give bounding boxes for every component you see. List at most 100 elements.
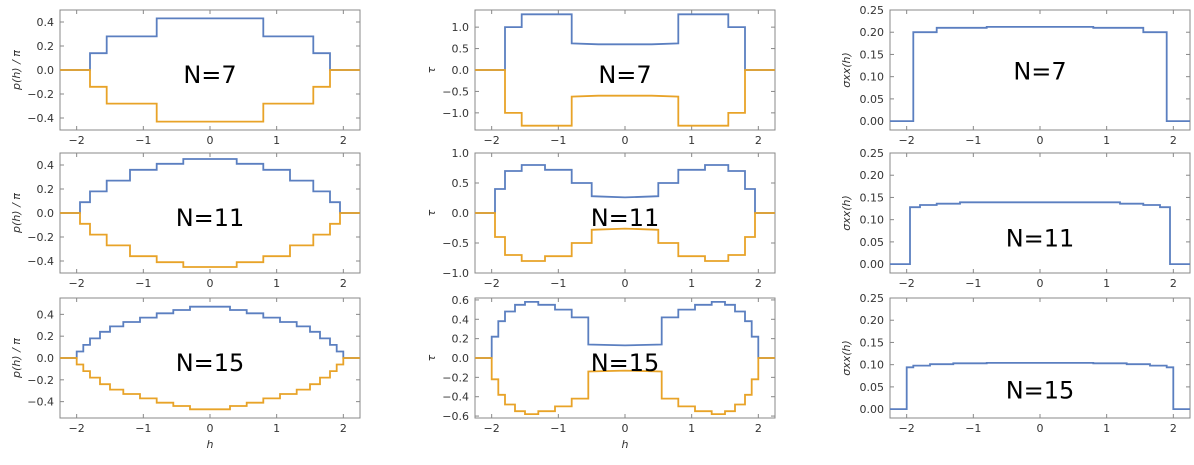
x-tick-label: −2 (484, 134, 500, 147)
series-line-1 (475, 13, 775, 71)
panel-label: N=15 (176, 349, 245, 377)
x-tick-label: −1 (550, 422, 566, 435)
x-tick-label: −1 (135, 277, 151, 290)
series-line-1 (60, 158, 360, 214)
y-tick-label: 0.10 (860, 214, 885, 227)
x-tick-label: 0 (207, 277, 214, 290)
y-tick-label: −0.2 (27, 88, 54, 101)
y-tick-label: 0.4 (37, 159, 55, 172)
panel-1-3: −2 −1 0 1 2 0.00 0.05 0.10 0.15 0.20 0.25 N=7 σxx(h) (840, 4, 1191, 147)
panel-label: N=15 (1006, 377, 1075, 405)
series-line-2 (475, 69, 775, 127)
y-axis-label: p(h) / π (10, 338, 23, 379)
y-tick-label: 0.20 (860, 26, 885, 39)
x-tick-label: −2 (899, 422, 915, 435)
x-tick-label: 1 (273, 422, 280, 435)
series-line-1 (890, 361, 1190, 411)
x-tick-label: −2 (69, 422, 85, 435)
x-tick-label: 2 (340, 277, 347, 290)
x-tick-label: 2 (755, 422, 762, 435)
y-axis-label: σxx(h) (840, 52, 853, 88)
x-tick-label: 2 (340, 134, 347, 147)
x-tick-label: 0 (1037, 277, 1044, 290)
x-tick-label: 1 (273, 277, 280, 290)
y-axis-label: p(h) / π (10, 193, 23, 234)
x-tick-label: 2 (340, 422, 347, 435)
series-line-1 (475, 300, 775, 359)
x-tick-label: −1 (965, 422, 981, 435)
y-tick-label: 0.0 (37, 207, 55, 220)
x-tick-label: 2 (1170, 422, 1177, 435)
x-tick-label: −1 (135, 422, 151, 435)
x-tick-label: 1 (1103, 134, 1110, 147)
series-line-1 (890, 25, 1190, 122)
y-tick-label: 0.20 (860, 314, 885, 327)
series-line-2 (475, 212, 775, 262)
series-line-2 (60, 357, 360, 411)
y-tick-label: −0.5 (442, 237, 469, 250)
x-tick-label: −2 (484, 422, 500, 435)
x-tick-label: 0 (622, 422, 629, 435)
series-line-1 (475, 164, 775, 214)
y-axis-label: τ (425, 209, 438, 216)
y-tick-label: −0.4 (27, 112, 54, 125)
series-line-1 (60, 17, 360, 71)
x-tick-label: 2 (755, 134, 762, 147)
x-tick-label: −2 (69, 134, 85, 147)
y-tick-label: 0.00 (860, 403, 885, 416)
panel-label: N=7 (183, 61, 236, 89)
y-tick-label: 0.0 (452, 352, 470, 365)
y-axis-label: σxx(h) (840, 340, 853, 376)
x-tick-label: 0 (1037, 422, 1044, 435)
y-axis-label: σxx(h) (840, 195, 853, 231)
x-tick-label: −1 (965, 134, 981, 147)
y-tick-label: 0.0 (37, 352, 55, 365)
x-tick-label: 0 (622, 277, 629, 290)
x-axis-label: h (207, 438, 214, 451)
y-tick-label: 0.6 (452, 294, 470, 307)
y-tick-label: −0.2 (27, 231, 54, 244)
y-tick-label: −0.5 (442, 85, 469, 98)
y-tick-label: −0.6 (442, 410, 469, 423)
y-tick-label: 0.00 (860, 258, 885, 271)
y-tick-label: 0.15 (860, 48, 885, 61)
y-tick-label: 0.5 (452, 43, 470, 56)
y-tick-label: −0.2 (442, 371, 469, 384)
panel-label: N=15 (591, 349, 660, 377)
y-tick-label: 0.00 (860, 115, 885, 128)
y-axis-label: τ (425, 66, 438, 73)
x-tick-label: 1 (688, 422, 695, 435)
y-tick-label: 0.05 (860, 236, 885, 249)
plot-frame (889, 152, 1191, 274)
y-tick-label: −0.2 (27, 374, 54, 387)
x-tick-label: −2 (899, 277, 915, 290)
panel-3-3: −2 −1 0 1 2 0.00 0.05 0.10 0.15 0.20 0.25 N=15 σxx(h… (840, 292, 1191, 435)
x-tick-label: −1 (550, 134, 566, 147)
y-tick-label: 0.20 (860, 169, 885, 182)
y-axis-label: τ (425, 354, 438, 361)
x-tick-label: 2 (755, 277, 762, 290)
series-line-2 (475, 357, 775, 416)
series-line-2 (60, 212, 360, 268)
y-tick-label: 0.5 (452, 177, 470, 190)
y-tick-label: 0.4 (37, 308, 55, 321)
y-tick-label: 0.2 (37, 330, 55, 343)
y-tick-label: 0.15 (860, 336, 885, 349)
y-tick-label: −1.0 (442, 267, 469, 280)
panel-2-3: −2 −1 0 1 2 0.00 0.05 0.10 0.15 0.20 0.25 N=11 σxx(h… (840, 147, 1191, 290)
x-tick-label: −1 (550, 277, 566, 290)
y-tick-label: 0.25 (860, 147, 885, 160)
x-tick-label: 2 (1170, 277, 1177, 290)
x-tick-label: 2 (1170, 134, 1177, 147)
y-tick-label: 0.10 (860, 71, 885, 84)
panel-2-1: −2 −1 0 1 2 −0.4 −0.2 0.0 0.2 0.4 N=11 p(h) / π (10, 152, 361, 290)
x-tick-label: 0 (622, 134, 629, 147)
y-tick-label: 0.2 (37, 183, 55, 196)
series-line-1 (890, 201, 1190, 266)
panel-2-2: −2 −1 0 1 2 −1.0 −0.5 0.0 0.5 1.0 N=11 τ (425, 147, 776, 290)
y-axis-label: p(h) / π (10, 50, 23, 91)
panel-3-2: −2 −1 0 1 2 −0.6 −0.4 −0.2 0.0 0.2 0.4 0.6 N=15 τ h (425, 294, 776, 451)
y-tick-label: 0.0 (452, 64, 470, 77)
x-tick-label: −2 (899, 134, 915, 147)
